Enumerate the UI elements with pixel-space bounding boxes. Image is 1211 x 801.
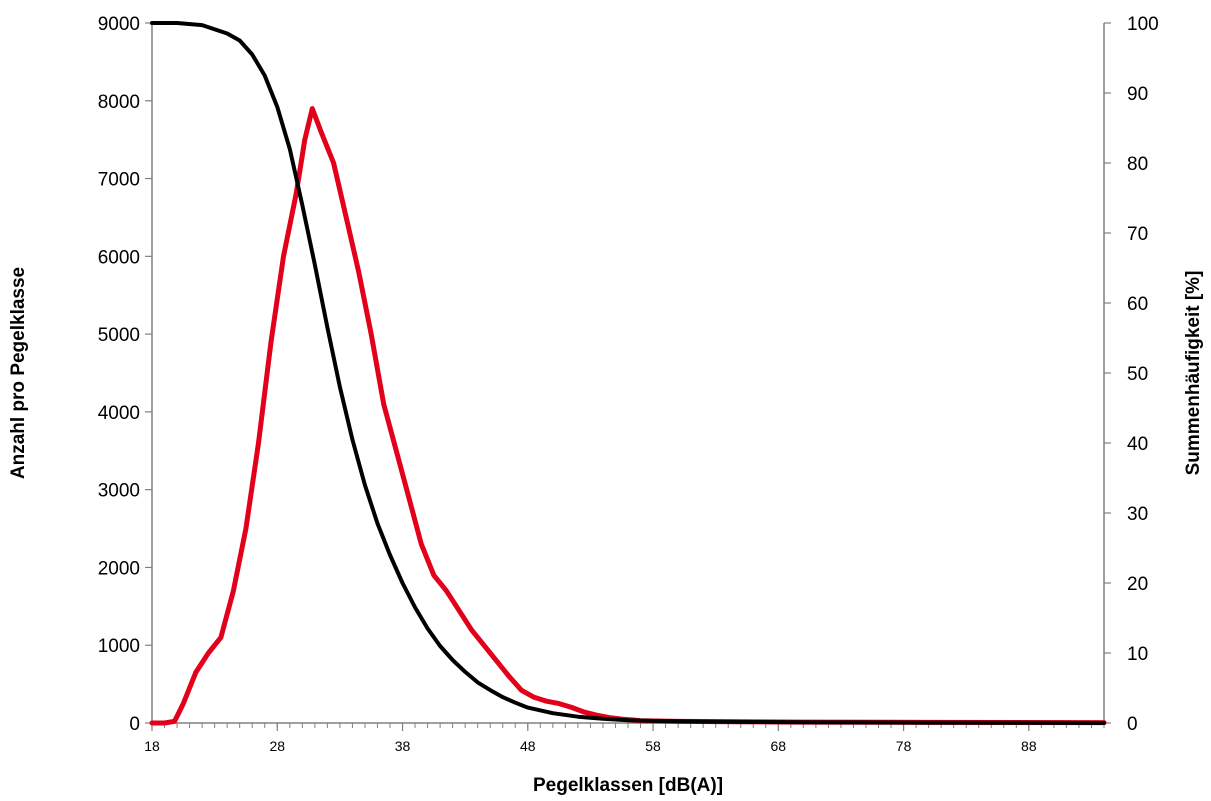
y-left-tick-label: 7000 xyxy=(98,170,140,191)
y-right-ticks: 0 10 20 30 40 50 60 70 80 90 100 xyxy=(1104,14,1159,735)
y-right-tick-label: 0 xyxy=(1127,714,1138,735)
y-left-tick-label: 1000 xyxy=(98,636,140,657)
y-left-tick-label: 5000 xyxy=(98,325,140,346)
y-left-tick-label: 2000 xyxy=(98,558,140,579)
y-right-tick-label: 80 xyxy=(1127,154,1148,175)
x-tick-label: 68 xyxy=(771,738,787,754)
y-left-tick-label: 9000 xyxy=(98,14,140,35)
x-tick-label: 18 xyxy=(144,738,160,754)
series-layer xyxy=(149,21,1107,726)
y-right-tick-label: 90 xyxy=(1127,84,1148,105)
y-left-ticks: 0 1000 2000 3000 4000 5000 6000 7000 8000 9000 xyxy=(98,14,152,735)
x-tick-label: 38 xyxy=(395,738,411,754)
x-tick-label: 48 xyxy=(520,738,536,754)
y-left-tick-label: 0 xyxy=(129,714,140,735)
y-right-tick-label: 40 xyxy=(1127,434,1148,455)
x-tick-label: 28 xyxy=(269,738,285,754)
y-left-tick-label: 3000 xyxy=(98,481,140,502)
y-right-tick-label: 30 xyxy=(1127,504,1148,525)
x-tick-label: 78 xyxy=(896,738,912,754)
y-right-tick-label: 70 xyxy=(1127,224,1148,245)
x-ticks: 18 28 38 48 58 68 78 88 xyxy=(144,723,1105,754)
y-left-axis-title: Anzahl pro Pegelklasse xyxy=(8,267,29,479)
y-right-tick-label: 10 xyxy=(1127,644,1148,665)
x-axis-title: Pegelklassen [dB(A)] xyxy=(533,775,723,796)
y-right-tick-label: 50 xyxy=(1127,364,1148,385)
y-right-tick-label: 100 xyxy=(1127,14,1159,35)
y-right-axis-title: Summenhäufigkeit [%] xyxy=(1183,271,1204,476)
x-tick-label: 58 xyxy=(645,738,661,754)
y-right-tick-label: 60 xyxy=(1127,294,1148,315)
series-line-cumulative xyxy=(150,21,1106,725)
y-left-tick-label: 6000 xyxy=(98,247,140,268)
y-right-tick-label: 20 xyxy=(1127,574,1148,595)
y-left-tick-label: 8000 xyxy=(98,92,140,113)
series-line-count xyxy=(149,106,1107,726)
y-left-tick-label: 4000 xyxy=(98,403,140,424)
x-tick-label: 88 xyxy=(1021,738,1037,754)
